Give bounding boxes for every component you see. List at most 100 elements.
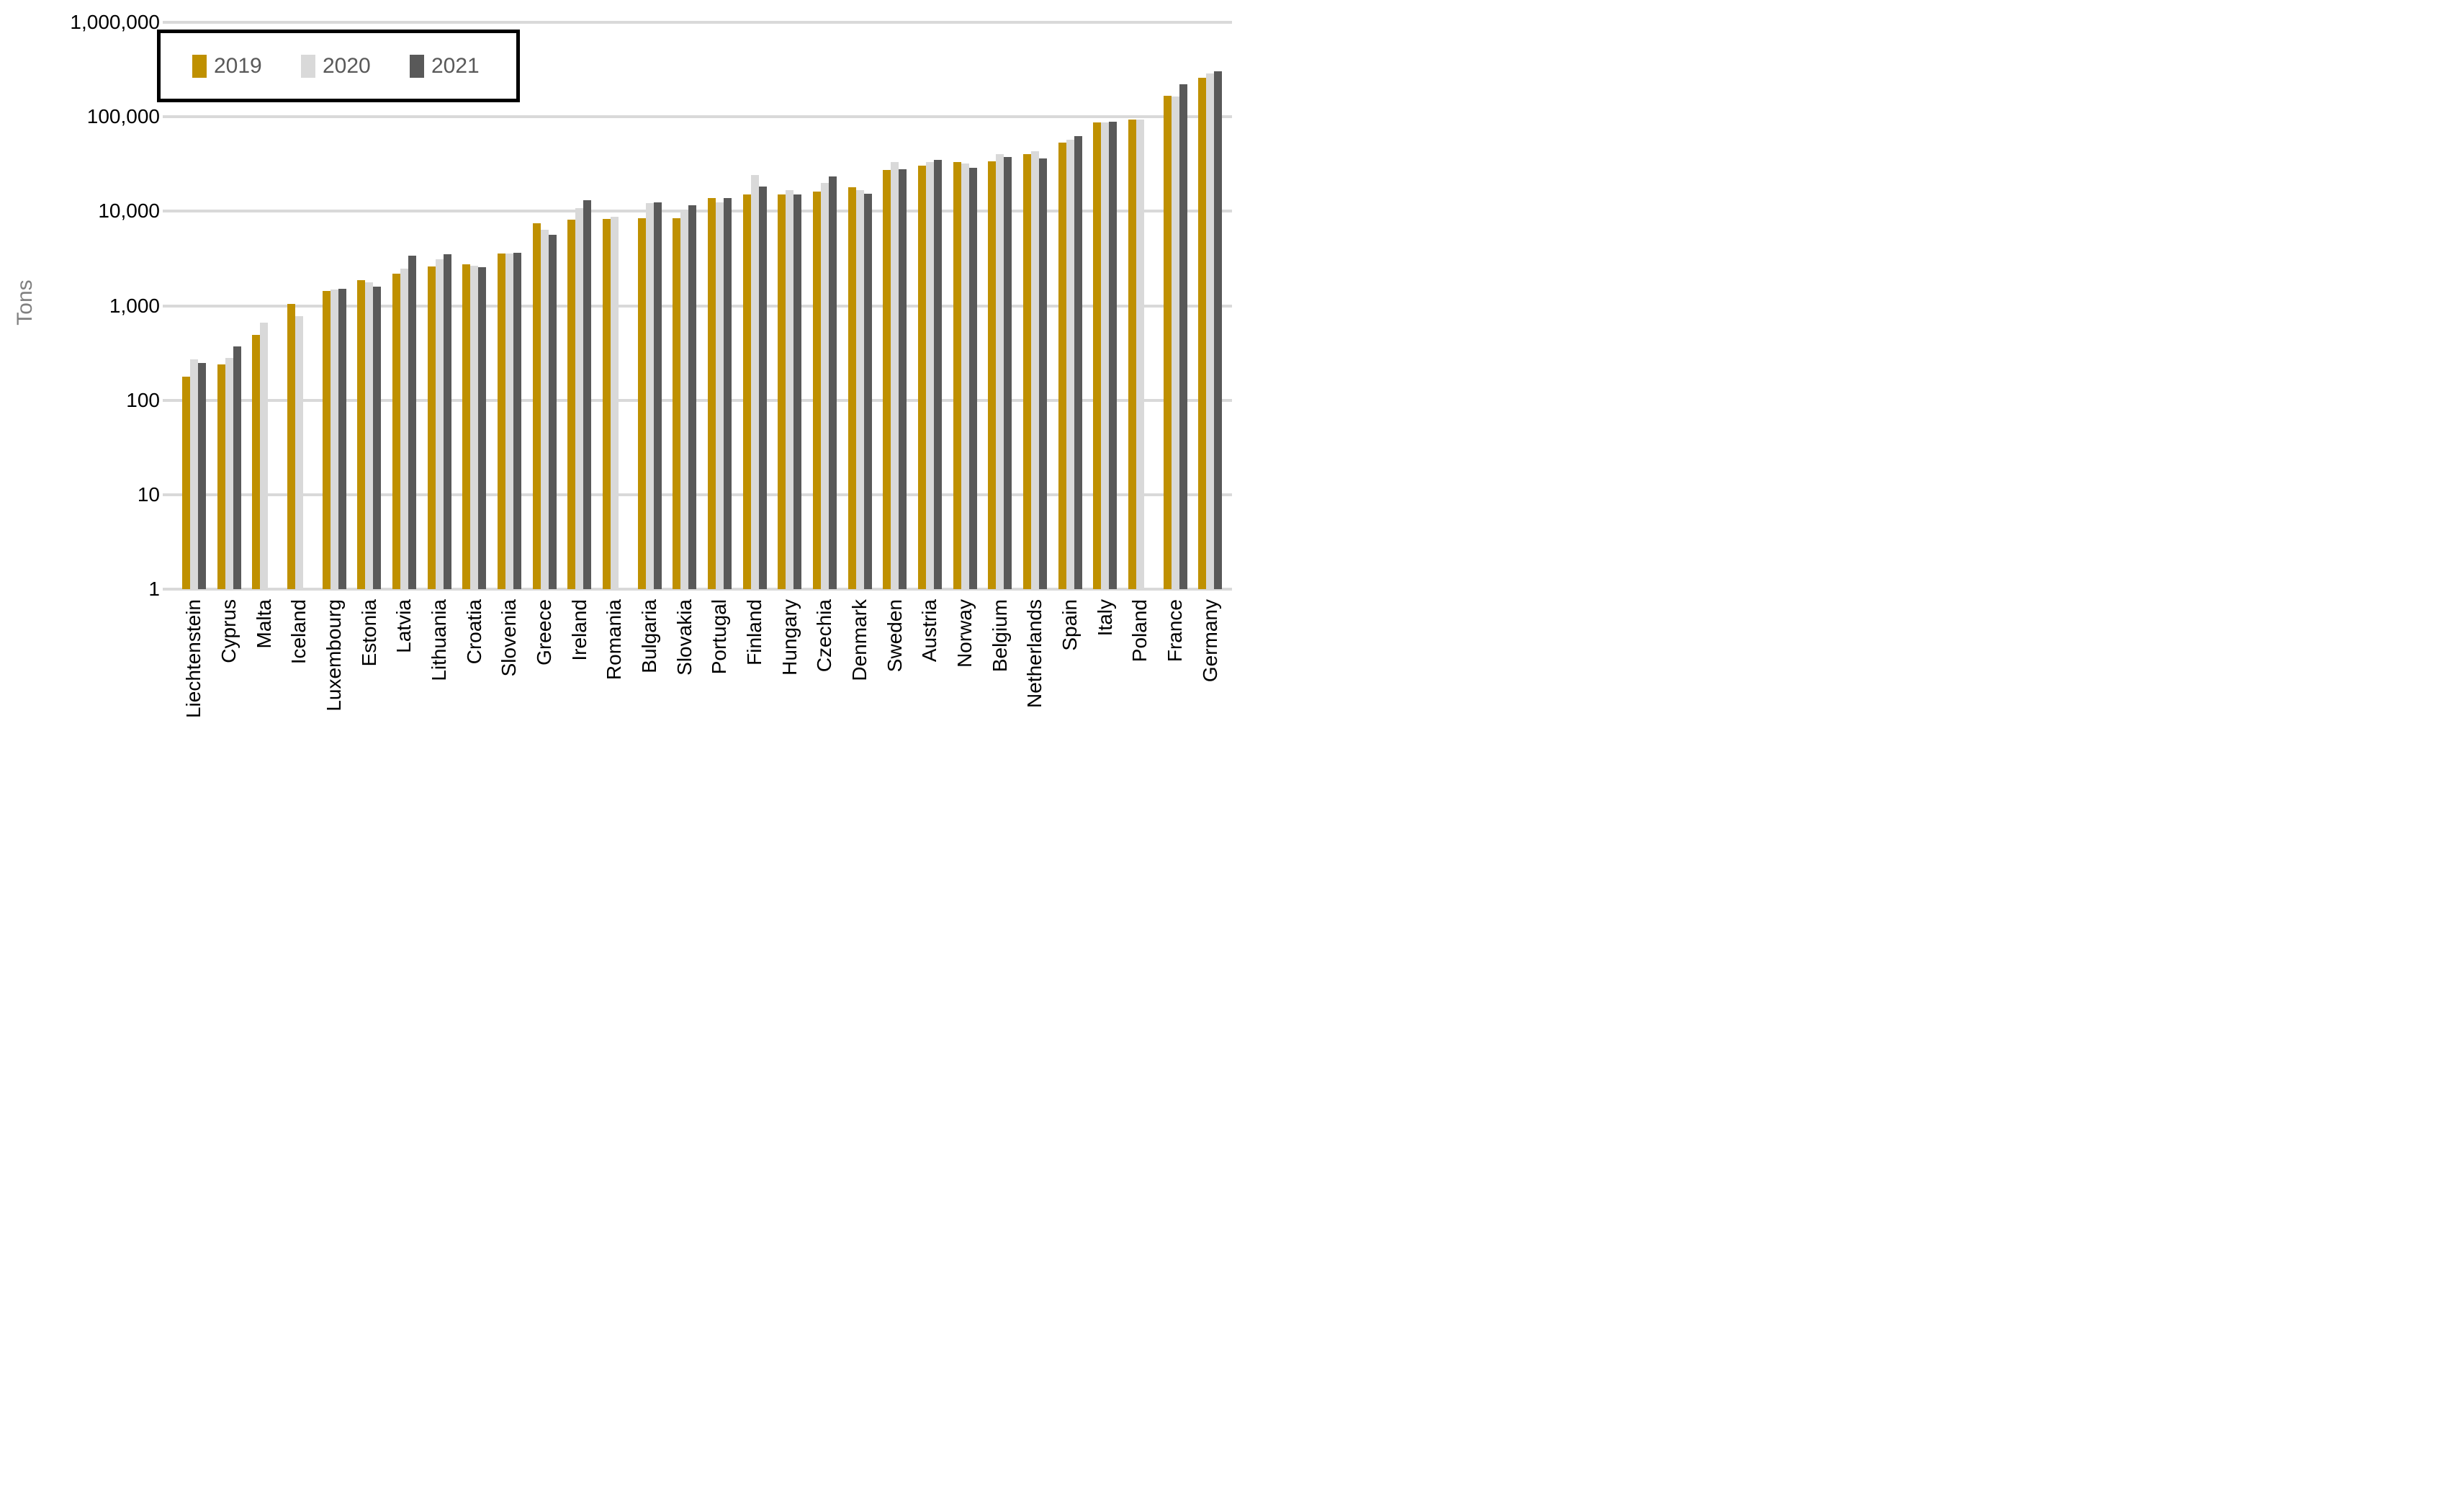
bar-iceland-2020 [294, 315, 303, 589]
bar-greece-2020 [540, 229, 549, 589]
bar-bulgaria-2020 [645, 203, 654, 589]
bar-italy-2021 [1109, 121, 1118, 589]
bar-luxembourg-2019 [322, 291, 331, 589]
y-tick-100: 100 [126, 388, 160, 411]
bar-czechia-2021 [828, 176, 837, 589]
bar-cyprus-2020 [225, 358, 233, 589]
bar-ireland-2021 [583, 200, 592, 589]
bar-austria-2020 [925, 161, 934, 589]
x-label-portugal: Portugal [708, 599, 731, 675]
bar-estonia-2021 [373, 287, 382, 589]
bar-lithuania-2021 [443, 254, 451, 589]
legend-swatch-2020 [301, 54, 315, 78]
x-label-czechia: Czechia [813, 599, 836, 673]
bar-croatia-2019 [462, 264, 471, 589]
y-axis-title: Tons [13, 279, 37, 326]
legend-item-2020: 2020 [301, 54, 410, 79]
x-label-romania: Romania [603, 599, 626, 681]
bar-malta-2019 [252, 335, 261, 589]
bar-romania-2019 [602, 218, 611, 589]
bar-slovenia-2019 [497, 253, 505, 589]
bar-spain-2020 [1066, 139, 1074, 589]
bar-portugal-2021 [723, 197, 732, 589]
bar-greece-2019 [532, 223, 541, 589]
bar-sweden-2020 [891, 162, 899, 589]
bar-poland-2019 [1128, 119, 1136, 589]
bar-poland-2020 [1136, 120, 1144, 589]
gridline-1-000-000 [163, 21, 1232, 24]
bar-germany-2020 [1206, 73, 1215, 589]
y-tick-1-000: 1,000 [109, 294, 160, 317]
bar-latvia-2019 [392, 274, 400, 589]
x-label-denmark: Denmark [848, 599, 871, 681]
bar-spain-2019 [1058, 142, 1066, 589]
gridline-10-000 [163, 210, 1232, 213]
bar-norway-2020 [961, 163, 969, 589]
bar-slovakia-2019 [673, 218, 681, 589]
bar-portugal-2019 [707, 198, 716, 589]
x-label-austria: Austria [918, 599, 941, 663]
legend-items: 2019 2020 2021 [192, 54, 518, 79]
bar-cyprus-2019 [217, 364, 225, 589]
bar-netherlands-2021 [1038, 158, 1047, 589]
legend-swatch-2019 [192, 54, 207, 78]
bar-germany-2019 [1198, 78, 1207, 589]
x-label-cyprus: Cyprus [217, 599, 240, 663]
bar-france-2021 [1179, 84, 1187, 589]
y-tick-10: 10 [137, 483, 160, 506]
bar-finland-2019 [742, 194, 751, 589]
bar-liechtenstein-2021 [197, 363, 206, 589]
bar-spain-2021 [1074, 136, 1082, 589]
bar-liechtenstein-2020 [189, 359, 198, 589]
bar-france-2020 [1171, 96, 1179, 589]
bar-croatia-2021 [478, 266, 487, 589]
bar-denmark-2020 [855, 190, 864, 589]
bar-czechia-2019 [812, 191, 821, 589]
x-label-norway: Norway [953, 599, 976, 668]
bar-austria-2019 [917, 165, 926, 589]
x-label-iceland: Iceland [287, 599, 310, 665]
gridline-100-000 [163, 115, 1232, 119]
bar-belgium-2020 [996, 153, 1004, 589]
x-label-estonia: Estonia [357, 599, 380, 667]
bar-italy-2020 [1101, 122, 1110, 589]
legend-item-2021: 2021 [410, 54, 518, 79]
bar-ireland-2019 [567, 220, 576, 589]
bar-hungary-2019 [778, 194, 786, 589]
x-label-ireland: Ireland [567, 599, 590, 661]
x-label-sweden: Sweden [883, 599, 906, 673]
bar-lithuania-2019 [427, 266, 436, 589]
x-label-luxembourg: Luxembourg [323, 599, 345, 712]
bar-estonia-2019 [357, 280, 366, 589]
bar-slovenia-2020 [505, 254, 513, 589]
bar-netherlands-2019 [1022, 154, 1031, 589]
bar-portugal-2020 [715, 202, 724, 589]
bar-greece-2021 [548, 234, 557, 589]
bar-sweden-2019 [883, 169, 891, 589]
bar-austria-2021 [933, 160, 942, 589]
legend-label-2020: 2020 [323, 53, 371, 78]
x-label-france: France [1164, 599, 1186, 663]
bar-lithuania-2020 [435, 259, 444, 589]
bar-croatia-2020 [470, 265, 479, 589]
bar-belgium-2021 [1004, 157, 1012, 589]
gridline-10 [163, 493, 1232, 496]
bar-norway-2019 [953, 161, 961, 589]
gridline-1 [163, 588, 1232, 591]
bar-bulgaria-2021 [653, 202, 662, 589]
bar-hungary-2020 [786, 189, 794, 589]
legend-label-2021: 2021 [431, 53, 480, 78]
bar-germany-2021 [1214, 71, 1223, 589]
bar-liechtenstein-2019 [181, 377, 190, 589]
x-label-greece: Greece [533, 599, 555, 665]
bar-denmark-2021 [863, 194, 872, 589]
x-label-malta: Malta [252, 599, 275, 649]
y-tick-10-000: 10,000 [98, 199, 160, 223]
bar-iceland-2019 [287, 303, 295, 589]
bar-netherlands-2020 [1030, 151, 1039, 589]
bar-belgium-2019 [988, 161, 997, 589]
bar-bulgaria-2019 [637, 218, 646, 589]
bar-france-2019 [1163, 95, 1172, 589]
bar-ireland-2020 [575, 207, 584, 589]
legend-swatch-2021 [410, 54, 424, 78]
